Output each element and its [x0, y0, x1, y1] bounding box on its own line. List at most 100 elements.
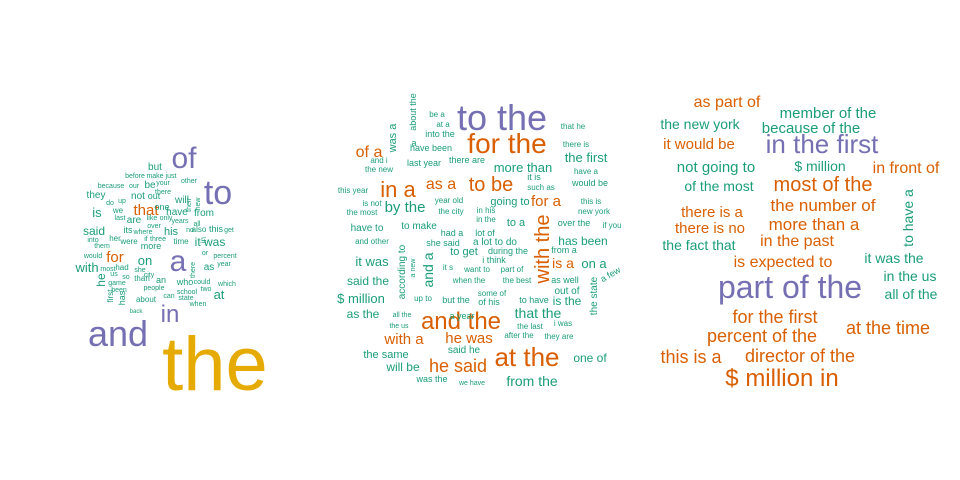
cloud-word: were — [119, 237, 138, 246]
cloud-word: all — [193, 221, 200, 228]
cloud-word: do — [106, 200, 114, 207]
cloud-word: had — [115, 263, 128, 272]
cloud-word: will be — [385, 360, 420, 374]
cloud-word: if — [144, 236, 148, 243]
cloud-word: three — [150, 236, 166, 243]
cloud-word: there is a — [681, 204, 743, 221]
cloud-word: i was — [554, 319, 572, 328]
cloud-word: at — [214, 287, 225, 302]
cloud-word: all of the — [885, 286, 938, 302]
cloud-word: or — [202, 250, 209, 257]
cloud-word: one — [154, 202, 169, 212]
cloud-word: been — [111, 287, 127, 294]
cloud-word: $ million in — [725, 365, 838, 392]
cloud-word: she said — [426, 238, 460, 248]
cloud-word: more than — [494, 160, 553, 175]
cloud-word: new — [195, 197, 202, 211]
cloud-word: at the — [494, 342, 559, 372]
cloud-word: this year — [338, 186, 369, 195]
cloud-word: percent of the — [707, 326, 817, 346]
cloud-word: in — [161, 301, 180, 328]
cloud-word: the number of — [771, 196, 876, 215]
cloud-word: who — [176, 277, 194, 287]
cloud-word: to get — [450, 246, 478, 258]
cloud-word: make — [146, 173, 163, 180]
cloud-word: school — [177, 289, 198, 296]
cloud-word: there — [190, 262, 197, 278]
cloud-word: director of the — [745, 346, 855, 366]
cloud-word: is the — [553, 294, 582, 308]
cloud-word: not — [131, 191, 145, 202]
cloud-word: that the — [515, 305, 562, 321]
cloud-word: be — [144, 180, 156, 191]
cloud-word: there are — [449, 155, 485, 165]
cloud-word: more — [141, 241, 162, 251]
cloud-word: before — [125, 173, 145, 180]
cloud-word: with a — [383, 331, 424, 348]
cloud-word: a lot to do — [473, 237, 517, 248]
cloud-word: as the — [347, 307, 380, 321]
cloud-word: to a — [507, 217, 526, 229]
cloud-word: there is — [563, 140, 589, 149]
cloud-word: to have a — [900, 189, 916, 247]
cloud-word: on — [138, 253, 152, 268]
cloud-word: a year — [449, 311, 474, 321]
cloud-word: get — [224, 227, 234, 234]
cloud-word: a — [411, 138, 416, 148]
cloud-word: there is no — [675, 220, 745, 237]
cloud-word: and the — [421, 308, 501, 335]
cloud-word: and other — [355, 237, 389, 246]
cloud-word: said he — [448, 345, 481, 356]
cloud-word: have a — [574, 167, 599, 176]
cloud-word: when the — [452, 276, 486, 285]
cloud-word: has — [117, 290, 127, 305]
cloud-word: as part of — [694, 94, 761, 111]
cloud-word: also — [192, 225, 207, 234]
cloud-word: for the first — [732, 307, 817, 327]
cloud-word: her — [109, 234, 121, 243]
cloud-word: to make — [401, 221, 437, 232]
cloud-word: would be — [571, 178, 608, 188]
cloud-word: they are — [545, 332, 574, 341]
cloud-word: in the us — [884, 268, 937, 284]
cloud-word: is not — [362, 199, 382, 208]
cloud-word: up — [118, 198, 126, 205]
cloud-word: have been — [410, 143, 452, 153]
cloud-word: if you — [602, 221, 621, 230]
cloud-word: member of the — [780, 105, 877, 122]
cloud-word: this is a — [660, 347, 722, 367]
cloud-word: two — [201, 286, 212, 293]
cloud-word: according to — [397, 244, 408, 299]
cloud-word: there — [155, 189, 171, 196]
cloud-word: at the time — [846, 318, 930, 338]
cloud-word: was the — [415, 374, 447, 384]
cloud-word: from a — [551, 245, 577, 255]
cloud-word: as a — [426, 176, 456, 193]
cloud-word: the state — [589, 276, 600, 315]
cloud-word: people — [143, 285, 164, 292]
cloud-word: on a — [581, 256, 607, 271]
cloud-word: for the — [467, 128, 546, 159]
cloud-word: going to — [490, 196, 529, 208]
cloud-word: over — [147, 223, 161, 230]
cloud-word: the new york — [660, 116, 740, 132]
cloud-word: back — [130, 309, 144, 315]
cloud-word: it was — [355, 254, 389, 269]
cloud-word: said the — [347, 274, 389, 288]
cloud-word: more than a — [769, 215, 860, 234]
cloud-word: first — [106, 289, 115, 303]
cloud-word: so — [122, 274, 130, 281]
cloud-word: years — [171, 218, 189, 225]
cloud-word: as well — [551, 275, 579, 285]
cloud-word: out of — [554, 286, 579, 297]
cloud-word: in — [199, 237, 208, 243]
cloud-word: no — [186, 227, 194, 234]
cloud-word: most — [100, 266, 115, 273]
cloud-word: for — [106, 249, 124, 266]
cloud-word: and a — [420, 252, 436, 287]
cloud-word: not going to — [677, 159, 755, 176]
cloud-word: at a — [436, 120, 450, 129]
cloud-word: they — [87, 190, 106, 201]
cloud-word: all the — [393, 312, 412, 319]
cloud-word: is expected to — [734, 254, 833, 271]
